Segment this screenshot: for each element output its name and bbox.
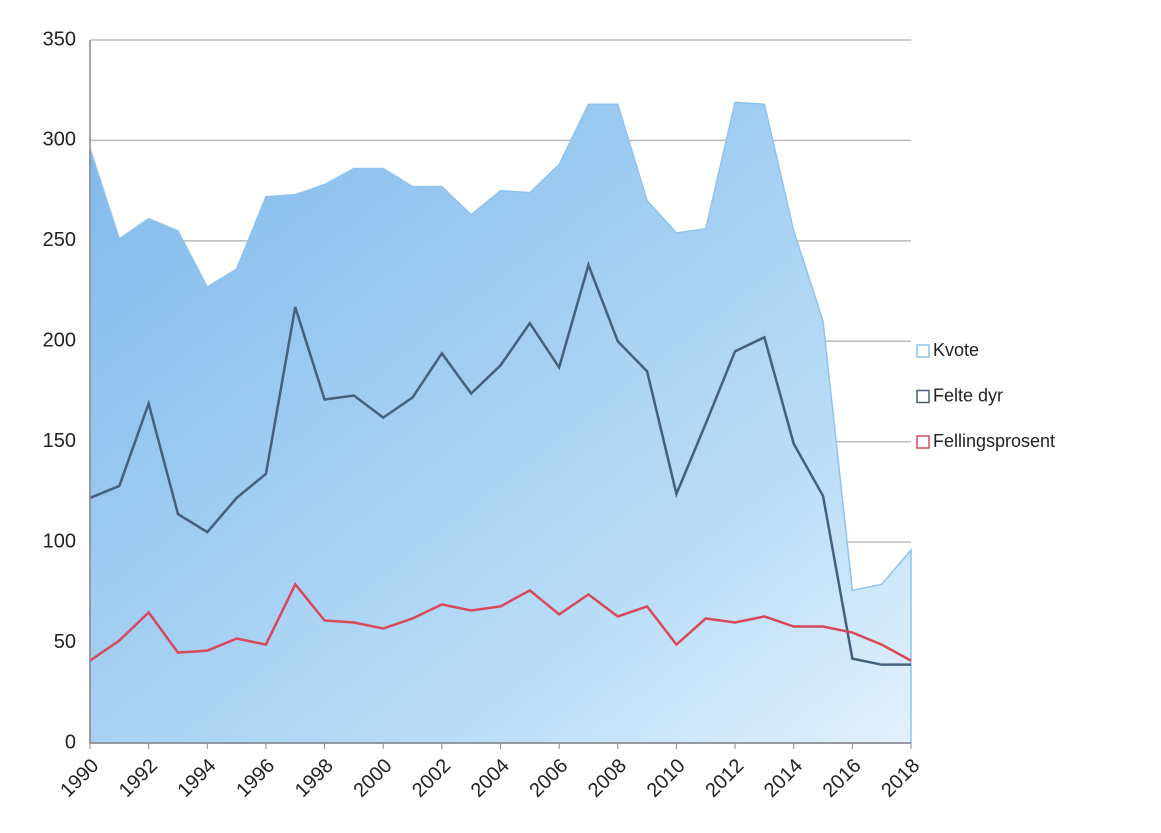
y-tick-label: 200 (43, 330, 76, 352)
y-tick-label: 250 (43, 229, 76, 251)
x-tick-label: 1998 (291, 755, 338, 802)
x-tick-label: 2000 (349, 755, 396, 802)
x-tick-label: 2008 (584, 755, 631, 802)
y-tick-label: 300 (43, 129, 76, 151)
x-tick-label: 1996 (232, 755, 279, 802)
x-tick-label: 1990 (56, 755, 103, 802)
legend-label: Felte dyr (933, 385, 1003, 405)
x-tick-label: 1994 (174, 755, 221, 802)
y-tick-label: 350 (43, 28, 76, 50)
x-tick-label: 1992 (115, 755, 162, 802)
x-tick-label: 2004 (467, 755, 514, 802)
legend-swatch (916, 435, 930, 449)
y-tick-label: 50 (54, 631, 76, 653)
y-tick-label: 150 (43, 430, 76, 452)
x-tick-label: 2018 (877, 755, 924, 802)
line (89, 582, 912, 662)
x-tick-label: 2012 (701, 755, 748, 802)
y-tick-label: 0 (65, 731, 76, 753)
x-tick-label: 2002 (408, 755, 455, 802)
x-tick-label: 2014 (760, 755, 807, 802)
y-tick-label: 100 (43, 530, 76, 552)
legend-label: Fellingsprosent (933, 431, 1055, 451)
legend-label: Kvote (933, 340, 979, 360)
x-tick-label: 2006 (525, 755, 572, 802)
legend-swatch (916, 389, 930, 404)
x-tick-label: 2010 (643, 755, 690, 802)
x-tick-label: 2016 (819, 755, 866, 802)
legend-swatch (916, 344, 930, 358)
line (89, 261, 911, 666)
